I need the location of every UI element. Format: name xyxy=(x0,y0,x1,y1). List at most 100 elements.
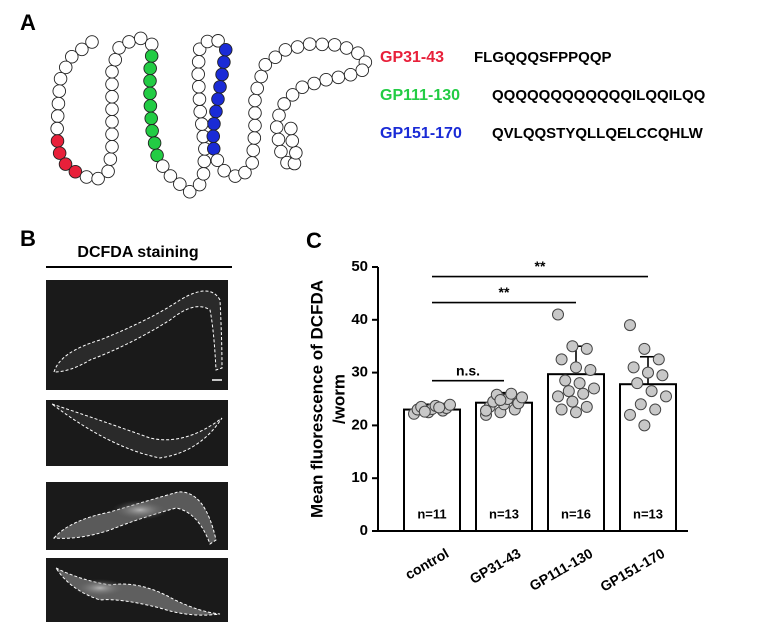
residue xyxy=(79,170,94,184)
residue xyxy=(191,67,205,81)
residue xyxy=(272,108,286,123)
data-point xyxy=(580,400,593,413)
data-point xyxy=(505,387,518,400)
residue xyxy=(254,69,268,84)
residue xyxy=(105,102,119,116)
staining-title: DCFDA staining xyxy=(77,244,198,261)
residue xyxy=(143,74,157,88)
residue xyxy=(133,31,148,46)
residue xyxy=(327,38,342,52)
data-point xyxy=(638,419,651,432)
residue xyxy=(269,120,284,134)
residue xyxy=(144,111,158,126)
residue xyxy=(50,121,64,136)
residue xyxy=(50,109,65,123)
data-point xyxy=(642,366,654,379)
residue xyxy=(144,49,159,63)
y-axis-label: Mean fluorescence of DCFDA xyxy=(307,280,326,518)
residue xyxy=(197,154,212,169)
protein-chain xyxy=(50,31,373,199)
data-point xyxy=(494,394,507,407)
residue xyxy=(295,80,310,95)
fluorescence xyxy=(74,579,126,597)
data-point xyxy=(649,403,662,416)
residue xyxy=(145,124,159,138)
residue xyxy=(217,163,231,178)
residue xyxy=(105,114,119,129)
data-point xyxy=(645,385,658,398)
residue xyxy=(285,88,300,102)
data-point xyxy=(660,390,672,403)
residue xyxy=(108,52,123,67)
x-tick-label: GP31-43 xyxy=(467,545,524,587)
data-point xyxy=(552,390,564,403)
data-point xyxy=(433,401,446,414)
residue xyxy=(105,77,119,91)
panel-label: B xyxy=(20,226,36,251)
n-label: n=16 xyxy=(561,506,591,521)
residue xyxy=(277,97,291,111)
residue xyxy=(331,70,346,85)
residue xyxy=(195,117,209,131)
data-point xyxy=(562,385,575,398)
data-point xyxy=(444,398,456,411)
residue xyxy=(143,86,157,101)
residue xyxy=(58,157,73,171)
residue xyxy=(302,37,317,51)
data-point xyxy=(570,361,582,374)
residue xyxy=(143,61,157,76)
residue xyxy=(191,54,206,69)
x-tick-label: GP111-130 xyxy=(527,545,596,594)
worm-outline xyxy=(51,403,223,459)
data-point xyxy=(516,391,528,404)
n-label: n=13 xyxy=(633,506,663,521)
y-axis-label: /worm xyxy=(329,374,348,424)
residue xyxy=(206,129,221,144)
x-tick-label: GP151-170 xyxy=(597,545,667,595)
residue xyxy=(290,40,305,54)
residue xyxy=(52,84,67,98)
residue xyxy=(355,63,369,77)
micrographs xyxy=(46,280,228,622)
residue xyxy=(85,35,99,49)
data-point xyxy=(584,363,597,376)
residue xyxy=(245,156,259,170)
residue xyxy=(248,93,262,108)
n-label: n=13 xyxy=(489,506,519,521)
y-tick-label: 40 xyxy=(351,311,368,328)
y-tick-label: 10 xyxy=(351,469,368,486)
y-tick-label: 30 xyxy=(351,364,368,381)
data-point xyxy=(480,404,492,417)
residue xyxy=(307,76,321,91)
data-point xyxy=(631,377,644,390)
data-point xyxy=(555,403,568,416)
residue xyxy=(147,136,162,150)
residue xyxy=(75,42,89,57)
y-tick-label: 50 xyxy=(351,258,368,275)
residue xyxy=(105,89,119,104)
residue xyxy=(101,164,115,179)
data-point xyxy=(624,319,636,332)
data-point xyxy=(580,342,593,355)
residue xyxy=(193,104,207,119)
x-tick-label: control xyxy=(402,545,451,583)
bar xyxy=(403,408,461,532)
residue xyxy=(274,144,288,159)
residue xyxy=(209,104,223,119)
residue xyxy=(68,164,83,179)
residue xyxy=(268,50,283,65)
worm-outline xyxy=(53,290,223,373)
peptide-sequence: QVLQQSTYQLLQELCCQHLW xyxy=(492,125,704,142)
residue xyxy=(58,60,73,75)
residue xyxy=(217,55,231,69)
data-point xyxy=(573,377,586,390)
peptide-name: GP31-43 xyxy=(380,49,444,66)
residue xyxy=(65,49,79,64)
data-point xyxy=(656,369,669,382)
residue xyxy=(210,153,225,167)
residue xyxy=(207,117,221,131)
residue xyxy=(144,37,159,52)
data-point xyxy=(418,405,431,418)
residue xyxy=(105,139,119,154)
